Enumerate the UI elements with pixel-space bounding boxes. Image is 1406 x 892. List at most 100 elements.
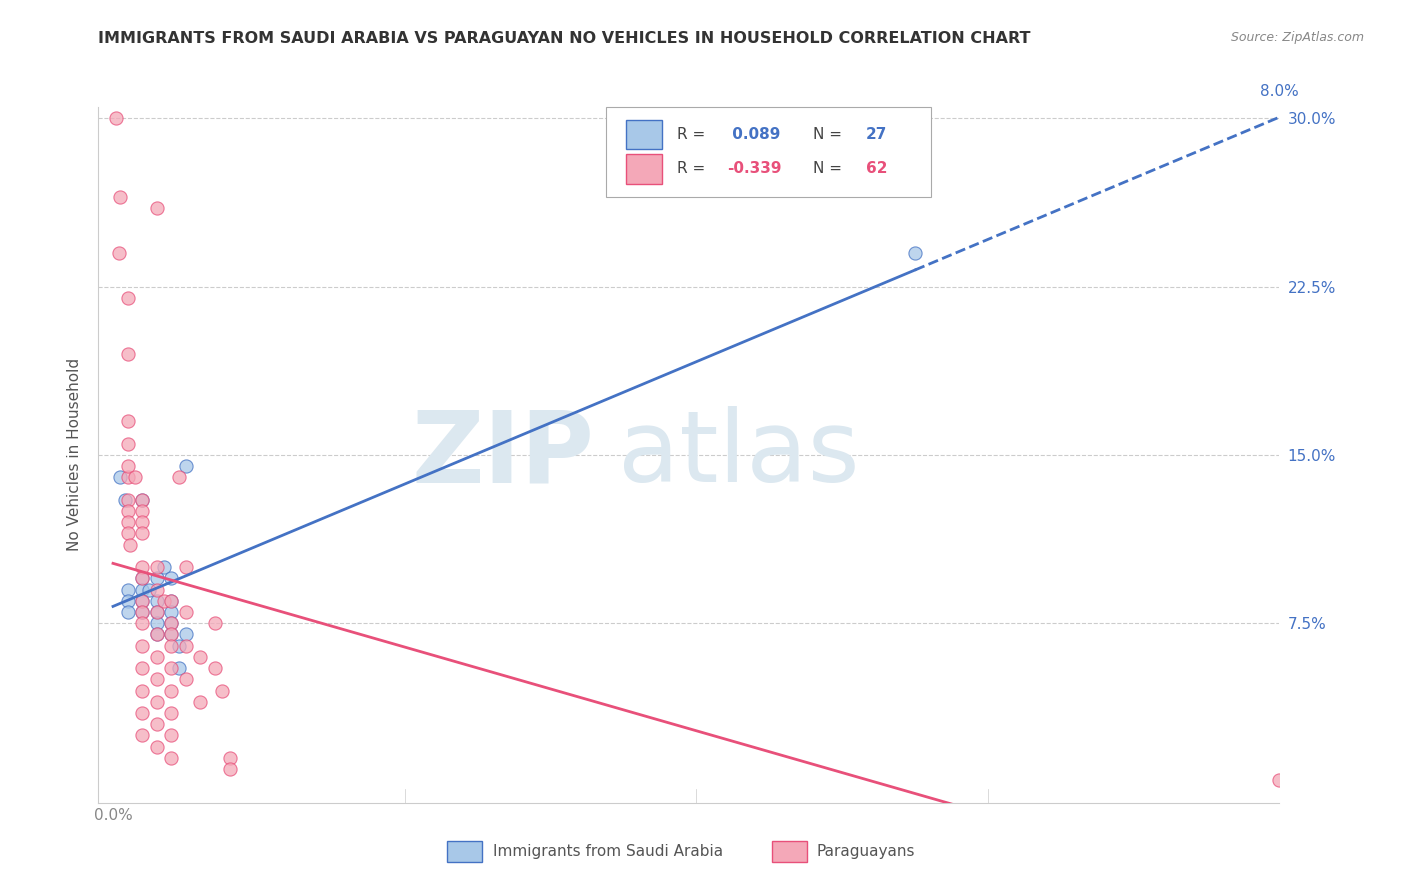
Point bbox=[174, 459, 197, 474]
Text: IMMIGRANTS FROM SAUDI ARABIA VS PARAGUAYAN NO VEHICLES IN HOUSEHOLD CORRELATION : IMMIGRANTS FROM SAUDI ARABIA VS PARAGUAY… bbox=[98, 31, 1031, 46]
Point bbox=[174, 560, 197, 574]
Point bbox=[110, 190, 132, 204]
Text: 62: 62 bbox=[866, 161, 887, 177]
Point bbox=[160, 729, 183, 743]
Point bbox=[117, 594, 139, 608]
Point bbox=[131, 729, 153, 743]
Point bbox=[117, 582, 139, 597]
Point bbox=[145, 201, 167, 215]
Point bbox=[131, 605, 153, 619]
Point bbox=[218, 762, 240, 776]
Point bbox=[117, 414, 139, 428]
Point bbox=[117, 515, 139, 529]
Point bbox=[190, 649, 212, 664]
Point bbox=[131, 560, 153, 574]
Point bbox=[167, 639, 190, 653]
Point bbox=[145, 582, 167, 597]
Point bbox=[145, 649, 167, 664]
Point bbox=[131, 504, 153, 518]
Point bbox=[131, 639, 153, 653]
Point bbox=[145, 695, 167, 709]
Point bbox=[117, 470, 139, 484]
Point bbox=[131, 683, 153, 698]
FancyBboxPatch shape bbox=[626, 120, 662, 149]
Point bbox=[117, 605, 139, 619]
Point bbox=[131, 594, 153, 608]
Point bbox=[131, 492, 153, 507]
Point bbox=[160, 605, 183, 619]
Text: -0.339: -0.339 bbox=[727, 161, 782, 177]
Point bbox=[145, 594, 167, 608]
Y-axis label: No Vehicles in Household: No Vehicles in Household bbox=[67, 359, 83, 551]
Point bbox=[160, 616, 183, 631]
Point bbox=[204, 661, 226, 675]
Point bbox=[120, 538, 142, 552]
Point bbox=[153, 594, 176, 608]
Point bbox=[160, 627, 183, 641]
Point bbox=[160, 594, 183, 608]
Point bbox=[1268, 773, 1291, 788]
Point bbox=[108, 246, 131, 260]
Point bbox=[218, 751, 240, 765]
Point bbox=[160, 571, 183, 585]
Point bbox=[114, 492, 136, 507]
Point bbox=[131, 616, 153, 631]
Point bbox=[117, 291, 139, 305]
FancyBboxPatch shape bbox=[447, 841, 482, 862]
Point bbox=[174, 673, 197, 687]
Text: R =: R = bbox=[678, 161, 710, 177]
Text: R =: R = bbox=[678, 127, 710, 142]
Point bbox=[131, 605, 153, 619]
Point bbox=[145, 616, 167, 631]
Point bbox=[145, 627, 167, 641]
Text: Paraguayans: Paraguayans bbox=[817, 844, 915, 859]
Point bbox=[145, 717, 167, 731]
Text: 0.089: 0.089 bbox=[727, 127, 780, 142]
Point bbox=[131, 515, 153, 529]
Point bbox=[167, 470, 190, 484]
Text: Source: ZipAtlas.com: Source: ZipAtlas.com bbox=[1230, 31, 1364, 45]
FancyBboxPatch shape bbox=[606, 107, 931, 197]
Point bbox=[167, 661, 190, 675]
Text: atlas: atlas bbox=[619, 407, 859, 503]
Point bbox=[174, 639, 197, 653]
Point bbox=[160, 751, 183, 765]
Point bbox=[153, 560, 176, 574]
Point bbox=[131, 594, 153, 608]
Point bbox=[131, 492, 153, 507]
Point bbox=[117, 347, 139, 361]
Point bbox=[145, 627, 167, 641]
Point bbox=[131, 582, 153, 597]
Point bbox=[145, 560, 167, 574]
Point bbox=[131, 571, 153, 585]
Point bbox=[145, 571, 167, 585]
Point bbox=[117, 526, 139, 541]
Point bbox=[131, 526, 153, 541]
Point bbox=[131, 661, 153, 675]
Point bbox=[117, 492, 139, 507]
Point bbox=[211, 683, 233, 698]
Point bbox=[174, 605, 197, 619]
Point bbox=[131, 706, 153, 720]
Point bbox=[190, 695, 212, 709]
Point bbox=[904, 246, 927, 260]
Text: N =: N = bbox=[813, 161, 846, 177]
Point bbox=[117, 436, 139, 450]
Text: N =: N = bbox=[813, 127, 846, 142]
Text: 27: 27 bbox=[866, 127, 887, 142]
Text: ZIP: ZIP bbox=[412, 407, 595, 503]
Point bbox=[160, 706, 183, 720]
Point bbox=[174, 627, 197, 641]
Point bbox=[138, 582, 160, 597]
Point bbox=[104, 112, 127, 126]
Text: Immigrants from Saudi Arabia: Immigrants from Saudi Arabia bbox=[494, 844, 723, 859]
FancyBboxPatch shape bbox=[772, 841, 807, 862]
Point bbox=[145, 605, 167, 619]
Point bbox=[160, 627, 183, 641]
Point bbox=[145, 673, 167, 687]
Point bbox=[117, 504, 139, 518]
Point bbox=[110, 470, 132, 484]
Point bbox=[145, 605, 167, 619]
Point bbox=[131, 571, 153, 585]
Point bbox=[160, 639, 183, 653]
